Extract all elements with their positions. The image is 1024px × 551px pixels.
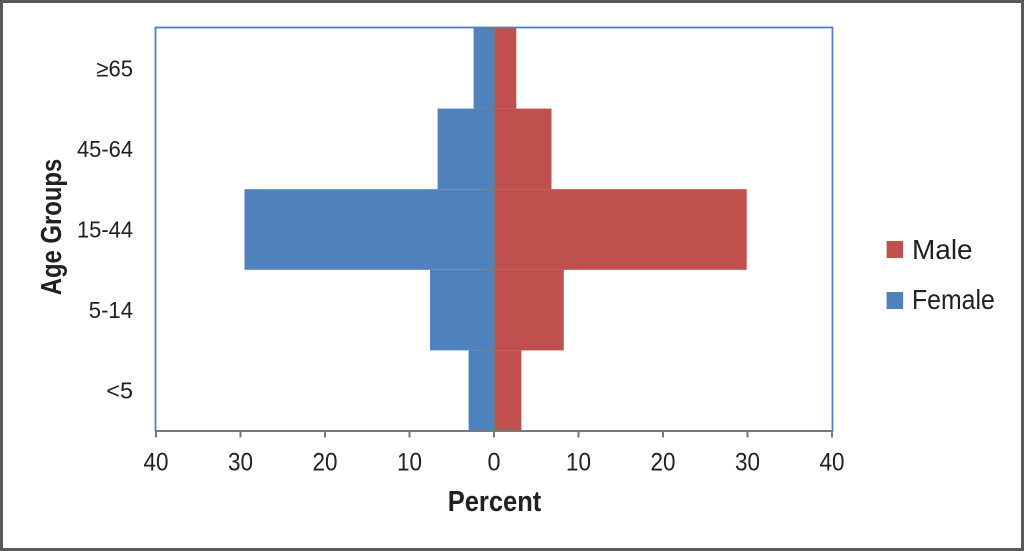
svg-text:≥65: ≥65: [96, 55, 133, 81]
svg-text:10: 10: [566, 449, 591, 477]
svg-text:Age Groups: Age Groups: [36, 159, 68, 296]
svg-text:5-14: 5-14: [89, 297, 133, 323]
svg-text:30: 30: [735, 449, 760, 477]
svg-text:10: 10: [397, 449, 422, 477]
svg-text:20: 20: [313, 449, 338, 477]
svg-text:Male: Male: [912, 234, 973, 265]
svg-text:45-64: 45-64: [77, 136, 133, 162]
svg-text:30: 30: [228, 449, 253, 477]
svg-text:0: 0: [488, 449, 501, 477]
svg-text:15-44: 15-44: [77, 217, 133, 243]
svg-text:20: 20: [651, 449, 676, 477]
svg-text:40: 40: [144, 449, 169, 477]
svg-text:40: 40: [820, 449, 845, 477]
svg-text:<5: <5: [106, 378, 133, 404]
svg-text:Female: Female: [912, 284, 995, 315]
svg-text:Percent: Percent: [448, 486, 542, 518]
